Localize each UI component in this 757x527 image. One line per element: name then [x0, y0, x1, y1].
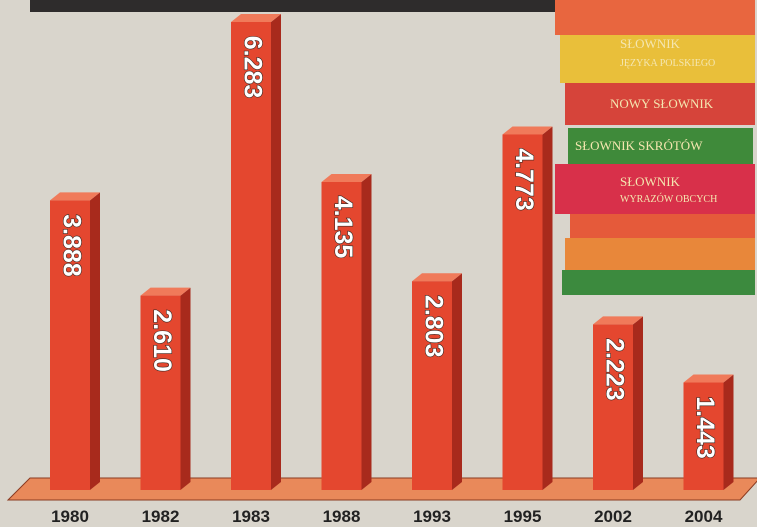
x-tick-label: 1982 [142, 507, 180, 526]
value-label: 2.803 [419, 295, 447, 358]
book-title: SŁOWNIK [620, 36, 681, 51]
title-band [30, 0, 560, 12]
value-label: 6.283 [238, 36, 266, 99]
book-title: SŁOWNIK [620, 174, 681, 189]
floor [8, 478, 757, 500]
book [562, 270, 755, 295]
x-tick-label: 2004 [685, 507, 723, 526]
x-tick-label: 1980 [51, 507, 89, 526]
bar-side [452, 273, 462, 490]
book [570, 214, 755, 238]
x-tick-label: 1995 [504, 507, 542, 526]
bar-side [633, 316, 643, 490]
bar-side [90, 192, 100, 490]
value-label: 2.223 [600, 338, 628, 401]
book-title: JĘZYKA POLSKIEGO [620, 58, 715, 69]
bar-side [543, 126, 553, 490]
value-label: 2.610 [148, 309, 176, 372]
bar-side [724, 375, 734, 490]
book-title: WYRAZÓW OBCYCH [620, 193, 717, 205]
books: SŁOWNIK JĘZYKA POLSKIEGO NOWY SŁOWNIK SŁ… [555, 0, 755, 295]
x-tick-label: 2002 [594, 507, 632, 526]
value-label: 4.135 [329, 196, 357, 259]
book [565, 238, 755, 270]
value-label: 1.443 [691, 396, 719, 459]
x-tick-label: 1988 [323, 507, 361, 526]
book [555, 164, 755, 214]
bar-side [271, 14, 281, 490]
bar-side [362, 174, 372, 490]
chart: SŁOWNIK JĘZYKA POLSKIEGO NOWY SŁOWNIK SŁ… [0, 0, 757, 527]
x-tick-label: 1993 [413, 507, 451, 526]
x-tick-label: 1983 [232, 507, 270, 526]
book [555, 0, 755, 35]
value-label: 4.773 [510, 148, 538, 211]
bar-side [181, 288, 191, 490]
book-title: SŁOWNIK SKRÓTÓW [575, 138, 703, 153]
book-title: NOWY SŁOWNIK [610, 96, 714, 111]
value-label: 3.888 [57, 214, 85, 277]
